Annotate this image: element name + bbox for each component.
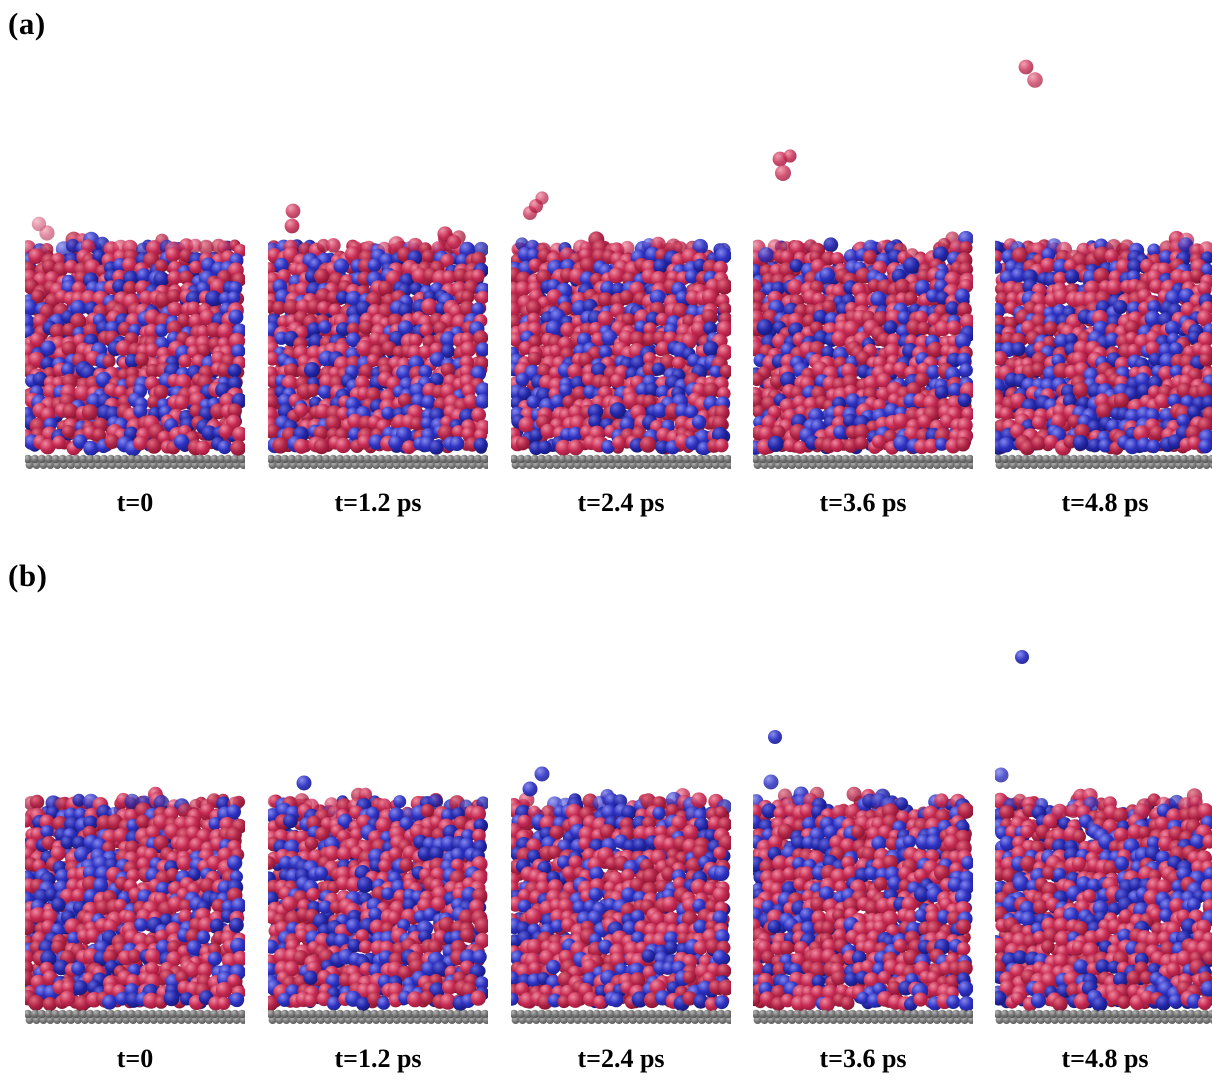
time-label: t=2.4 ps <box>577 1044 665 1073</box>
subfigure-label-a: (a) <box>8 6 46 41</box>
atom-spheres-rendering <box>989 650 1212 1024</box>
snapshot-panel-b-t3 <box>745 615 976 1027</box>
time-label: t=1.2 ps <box>334 1044 422 1073</box>
snapshot-panel-b-t0 <box>17 615 248 1027</box>
snapshot-panel-b-t4 <box>989 615 1212 1027</box>
atom-spheres-rendering <box>746 149 977 469</box>
snapshot-panel-b-t2 <box>504 615 735 1027</box>
time-label: t=3.6 ps <box>819 488 907 517</box>
atom-spheres-rendering <box>17 786 248 1024</box>
time-label: t=2.4 ps <box>577 488 665 517</box>
atom-spheres-rendering <box>503 191 734 469</box>
atom-spheres-rendering <box>261 775 491 1024</box>
atom-spheres-rendering <box>261 203 492 469</box>
snapshot-panel-a-t1 <box>261 40 492 475</box>
time-labels-row-b: t=0 t=1.2 ps t=2.4 ps t=3.6 ps t=4.8 ps <box>0 1044 1212 1078</box>
time-label: t=3.6 ps <box>819 1044 907 1073</box>
atom-spheres-rendering <box>18 216 248 469</box>
snapshot-panel-a-t2 <box>503 40 734 475</box>
time-label: t=0 <box>116 1044 154 1073</box>
subfigure-label-b: (b) <box>8 558 48 593</box>
time-label: t=4.8 ps <box>1061 488 1149 517</box>
atom-spheres-rendering <box>988 59 1212 469</box>
snapshot-row-a <box>0 40 1212 475</box>
snapshot-panel-b-t1 <box>261 615 491 1027</box>
atom-spheres-rendering <box>745 730 976 1024</box>
time-label: t=0 <box>116 488 154 517</box>
snapshot-panel-a-t3 <box>746 40 977 475</box>
time-label: t=4.8 ps <box>1061 1044 1149 1073</box>
snapshot-panel-a-t0 <box>18 40 248 475</box>
time-label: t=1.2 ps <box>334 488 422 517</box>
atom-spheres-rendering <box>504 766 735 1024</box>
time-labels-row-a: t=0 t=1.2 ps t=2.4 ps t=3.6 ps t=4.8 ps <box>0 488 1212 522</box>
snapshot-panel-a-t4 <box>988 40 1212 475</box>
snapshot-row-b <box>0 615 1212 1027</box>
